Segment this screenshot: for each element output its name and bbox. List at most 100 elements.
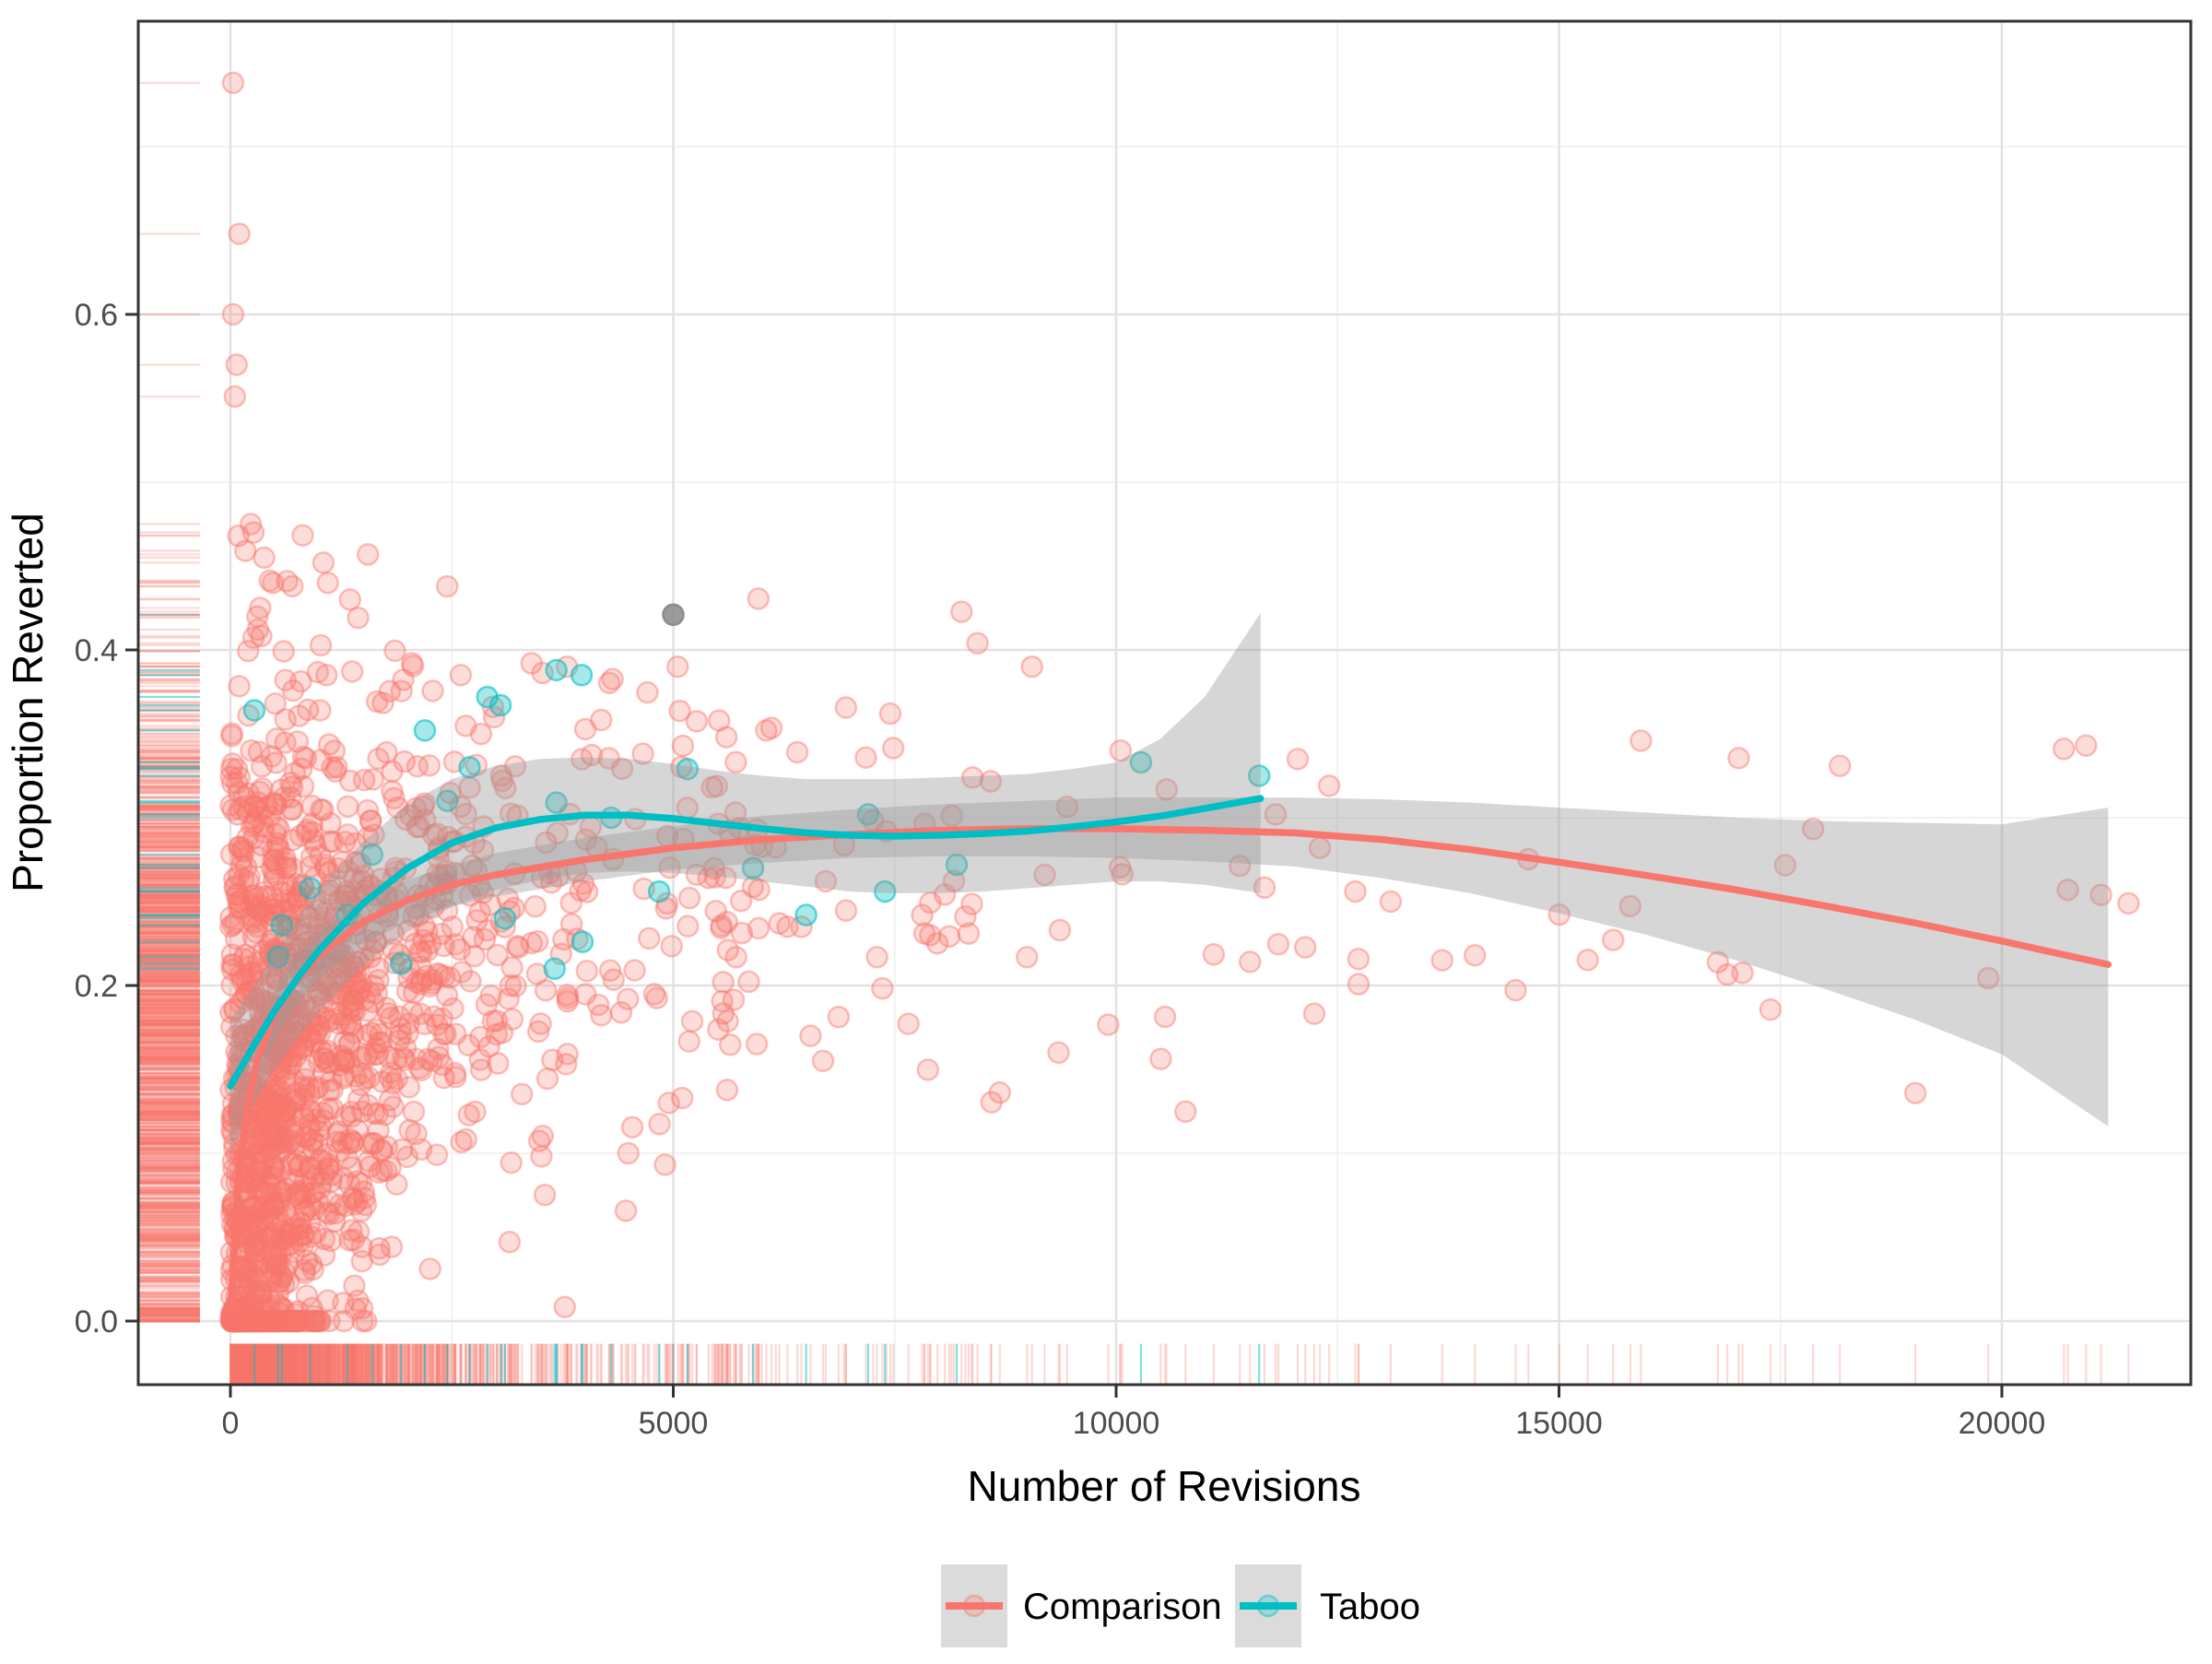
scatter-point <box>711 918 731 938</box>
scatter-point <box>813 1051 833 1071</box>
scatter-point <box>235 945 255 965</box>
scatter-point <box>466 910 487 930</box>
scatter-point <box>221 844 241 865</box>
scatter-point <box>456 1129 477 1150</box>
scatter-point <box>718 940 738 961</box>
scatter-point <box>437 576 457 596</box>
scatter-point <box>501 1152 522 1173</box>
scatter-point <box>1098 1014 1118 1034</box>
scatter-point <box>419 755 440 775</box>
scatter-point <box>625 960 645 980</box>
scatter-point <box>1728 748 1748 768</box>
scatter-point <box>354 770 374 790</box>
scatter-point <box>575 719 595 739</box>
scatter-point <box>899 1014 919 1034</box>
scatter-point <box>720 1034 740 1055</box>
scatter-point <box>604 970 624 990</box>
scatter-point <box>1268 934 1288 954</box>
scatter-point <box>717 1080 737 1100</box>
scatter-point <box>639 928 659 949</box>
scatter-point <box>479 1036 500 1056</box>
scatter-point <box>856 748 877 768</box>
scatter-point <box>352 1251 372 1271</box>
scatter-point <box>334 1311 354 1331</box>
gridlines-minor <box>138 21 2191 1385</box>
scatter-point <box>376 742 396 762</box>
scatter-point <box>229 676 249 696</box>
scatter-point <box>443 998 464 1019</box>
scatter-point <box>500 1232 520 1252</box>
scatter-point <box>616 1200 636 1221</box>
scatter-point <box>725 752 746 773</box>
scatter-point <box>319 735 339 755</box>
scatter-point <box>867 947 888 967</box>
scatter-point <box>300 856 321 877</box>
scatter-point <box>282 1223 302 1244</box>
scatter-point <box>475 929 495 950</box>
scatter-point <box>293 747 313 767</box>
scatter-point <box>531 1014 551 1034</box>
scatter-point <box>679 1032 700 1052</box>
scatter-point <box>1295 938 1315 958</box>
scatter-point <box>990 1082 1010 1103</box>
scatter-point <box>323 757 343 777</box>
scatter-point <box>537 1068 558 1089</box>
scatter-point <box>274 642 294 662</box>
scatter-point <box>533 1126 553 1146</box>
scatter-point <box>724 990 744 1010</box>
scatter-point <box>384 641 405 661</box>
scatter-point <box>637 682 657 702</box>
scatter-point <box>1505 980 1525 1000</box>
scatter-point <box>577 961 597 981</box>
scatter-point <box>1630 730 1651 750</box>
scatter-point <box>311 635 331 655</box>
scatter-point <box>292 525 312 546</box>
scatter-point <box>276 670 296 690</box>
scatter-point <box>506 976 526 997</box>
scatter-point <box>670 701 690 721</box>
scatter-point <box>1830 756 1850 776</box>
scatter-point <box>338 1134 359 1154</box>
scatter-point <box>342 661 362 681</box>
scatter-point <box>836 901 856 921</box>
scatter-point <box>525 896 546 916</box>
scatter-point <box>1348 974 1369 995</box>
scatter-point <box>622 1117 642 1138</box>
scatter-point <box>266 752 287 773</box>
scatter-point <box>673 736 693 756</box>
scatter-point <box>611 1002 631 1022</box>
scatter-point <box>289 706 310 726</box>
scatter-point <box>247 607 267 627</box>
scatter-point <box>747 1033 767 1054</box>
scatter-point <box>1304 1004 1324 1024</box>
scatter-point <box>1175 1102 1195 1122</box>
scatter-point <box>404 1102 424 1122</box>
scatter-point <box>1348 949 1369 969</box>
scatter-point <box>1603 930 1623 950</box>
scatter-point <box>575 984 595 1004</box>
scatter-point <box>221 726 241 746</box>
scatter-point <box>677 916 698 937</box>
scatter-point <box>442 916 463 937</box>
scatter-point <box>951 602 971 622</box>
scatter-point <box>379 1046 399 1067</box>
scatter-point <box>323 1098 343 1118</box>
scatter-point <box>1578 950 1598 970</box>
scatter-point <box>535 1185 555 1205</box>
scatter-point <box>450 939 470 960</box>
scatter-point <box>323 832 343 852</box>
scatter-point <box>310 701 330 721</box>
scatter-point <box>655 1154 676 1174</box>
gridlines-major <box>138 21 2191 1385</box>
scatter-point <box>368 1103 388 1124</box>
scatter-point <box>1150 1049 1171 1069</box>
plot-panel <box>138 21 2191 1385</box>
scatter-point <box>382 1237 402 1257</box>
scatter-point <box>603 669 623 690</box>
scatter-point <box>679 888 700 908</box>
scatter-point <box>787 742 807 762</box>
rug-marks <box>140 83 2129 1384</box>
scatter-point <box>650 1114 670 1134</box>
